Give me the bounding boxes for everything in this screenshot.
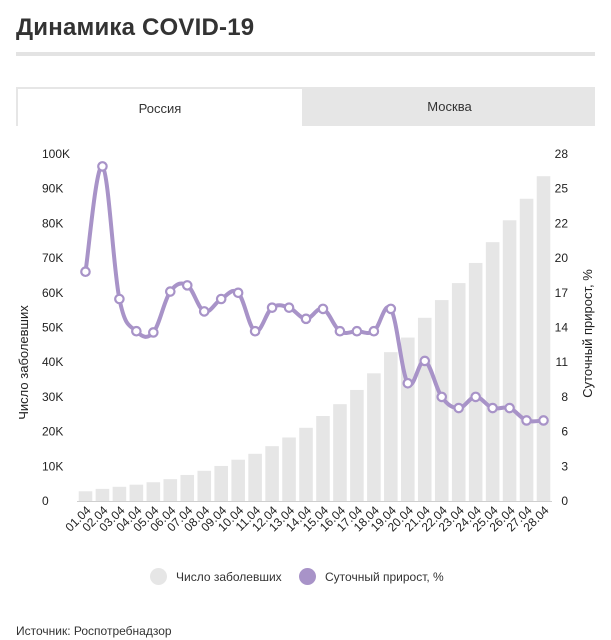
- y-tick-label: 50K: [42, 321, 63, 335]
- bar: [282, 437, 296, 501]
- legend-swatch-growth: [299, 568, 316, 585]
- y-tick-label: 60K: [42, 286, 63, 300]
- y2-tick-label: 28: [555, 147, 569, 161]
- growth-point: [470, 391, 481, 403]
- y2-tick-label: 3: [561, 459, 568, 473]
- y2-tick-label: 25: [555, 182, 569, 196]
- growth-point: [453, 402, 464, 414]
- bar: [163, 479, 178, 501]
- growth-point: [131, 325, 142, 337]
- y2-tick-label: 22: [555, 216, 569, 230]
- bar: [519, 198, 534, 501]
- chart-legend: Число заболевших Суточный прирост, %: [0, 568, 611, 590]
- growth-point: [198, 306, 210, 317]
- growth-point: [419, 355, 431, 367]
- y2-axis-title: Суточный прирост, %: [580, 269, 595, 398]
- bar: [248, 453, 262, 501]
- growth-point: [300, 313, 312, 325]
- y-tick-label: 20K: [42, 425, 63, 439]
- y-tick-label: 10K: [42, 459, 63, 473]
- tab-moscow[interactable]: Москва: [427, 99, 472, 114]
- growth-point: [165, 286, 176, 297]
- growth-point: [283, 302, 295, 313]
- legend-label-cases: Число заболевших: [176, 569, 282, 584]
- bar: [78, 491, 93, 501]
- growth-point: [317, 303, 329, 315]
- growth-point: [504, 402, 515, 414]
- growth-point: [402, 377, 414, 389]
- y2-tick-label: 11: [556, 355, 569, 369]
- bar: [129, 484, 144, 501]
- growth-point: [114, 293, 125, 305]
- growth-point: [368, 325, 380, 337]
- growth-point: [232, 287, 244, 299]
- growth-point: [266, 302, 278, 313]
- legend-item-cases: Число заболевших: [150, 568, 282, 585]
- y2-tick-label: 20: [555, 251, 569, 265]
- bar: [316, 415, 330, 501]
- bar: [265, 446, 279, 501]
- y-tick-label: 100K: [42, 147, 70, 161]
- source-note: Источник: Роспотребнадзор: [16, 624, 172, 638]
- growth-point: [521, 415, 532, 426]
- growth-point: [148, 327, 159, 338]
- growth-point: [80, 266, 91, 278]
- bar: [299, 427, 313, 501]
- y2-tick-label: 14: [555, 321, 569, 335]
- bar: [384, 352, 398, 501]
- y-tick-label: 70K: [42, 251, 63, 265]
- y-tick-label: 80K: [42, 216, 63, 230]
- growth-point: [334, 325, 346, 337]
- bar: [95, 488, 110, 501]
- y-tick-label: 30K: [42, 390, 63, 404]
- title-divider: [16, 52, 595, 56]
- growth-point: [97, 161, 108, 172]
- growth-point: [181, 280, 193, 291]
- y2-tick-label: 17: [555, 286, 569, 300]
- bar: [231, 459, 245, 501]
- growth-point: [351, 325, 363, 337]
- bar: [502, 220, 517, 501]
- y-tick-label: 90K: [42, 182, 63, 196]
- bar: [180, 474, 195, 501]
- bar: [333, 404, 347, 501]
- y-tick-label: 0: [42, 494, 49, 508]
- bar: [536, 176, 551, 501]
- y-tick-label: 40K: [42, 355, 63, 369]
- growth-point: [249, 325, 261, 337]
- bar: [485, 242, 500, 501]
- growth-point: [487, 402, 498, 414]
- bar: [417, 317, 432, 501]
- region-tabs: Россия Москва: [16, 87, 595, 126]
- bar: [146, 482, 161, 501]
- y2-tick-label: 8: [561, 390, 568, 404]
- y2-tick-label: 0: [561, 494, 568, 508]
- growth-point: [436, 391, 448, 403]
- page-title: Динамика COVID-19: [16, 14, 255, 41]
- tab-russia[interactable]: Россия: [16, 87, 304, 126]
- legend-swatch-cases: [150, 568, 167, 585]
- legend-label-growth: Суточный прирост, %: [325, 569, 444, 584]
- bar: [451, 283, 466, 501]
- bar: [367, 373, 381, 501]
- covid-chart: 0 10K 20K 30K 40K 50K 60K 70K 80K 90K 100K 0 3 6 8 11 14…: [16, 147, 595, 534]
- bar: [350, 389, 364, 501]
- y2-tick-label: 6: [561, 425, 568, 439]
- legend-item-growth: Суточный прирост, %: [299, 568, 444, 585]
- growth-point: [538, 415, 549, 426]
- y-axis-title: Число заболевших: [16, 305, 31, 420]
- growth-point: [385, 303, 397, 315]
- bar: [112, 486, 127, 501]
- growth-point: [215, 293, 227, 305]
- bar: [197, 470, 212, 501]
- bar: [214, 465, 228, 501]
- bar: [468, 262, 483, 501]
